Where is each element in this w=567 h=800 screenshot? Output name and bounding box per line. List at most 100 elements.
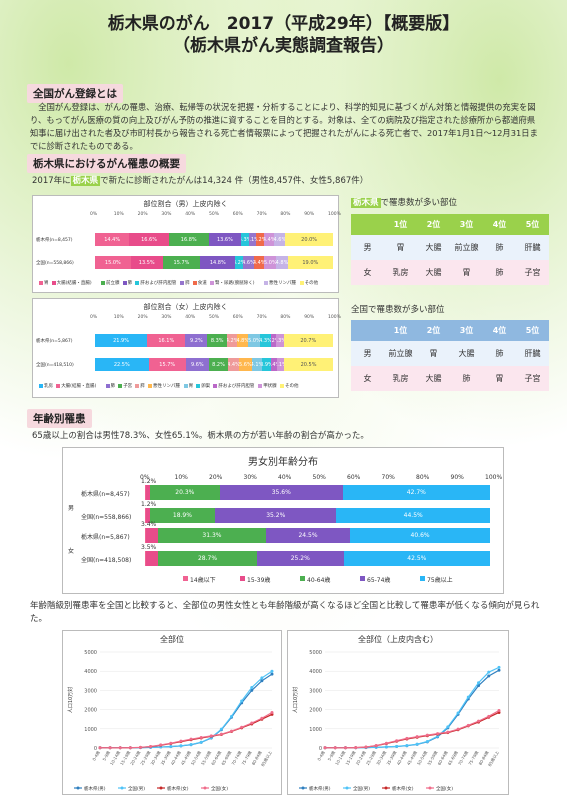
rank-tochigi-pref: 栃木県 <box>351 198 381 208</box>
line-chart-point <box>189 737 193 741</box>
section-heading-registry: 全国がん登録とは <box>27 84 123 103</box>
age-bar-segment <box>145 485 150 500</box>
line-chart-point <box>250 721 254 725</box>
age-bar-segment: 35.6% <box>219 485 343 500</box>
section-heading-overview: 栃木県におけるがん罹患の概要 <box>27 154 186 173</box>
age-bar-segment: 42.7% <box>342 485 490 500</box>
site-axis-tick: 10% <box>113 212 124 217</box>
line-legend-marker <box>120 786 124 790</box>
site-axis-tick: 10% <box>113 315 124 320</box>
site-bar-segment: 13.6% <box>208 233 242 246</box>
site-legend-swatch <box>122 281 127 285</box>
age-legend-label: 40-64歳 <box>307 577 331 584</box>
line-chart-point <box>456 727 460 731</box>
line-chart-point <box>270 669 274 673</box>
line-chart-ytick: 4000 <box>309 669 322 675</box>
site-bar-segment: 3.2% <box>256 233 264 246</box>
site-bar: 22.5%15.7%9.6%8.2%4.4%5.6%4.1%3.9%2.4%3.… <box>95 358 333 371</box>
site-axis-tick: 20% <box>137 212 148 217</box>
line-chart-point <box>374 744 378 748</box>
rank-national-title: 全国で罹患数が多い部位 <box>351 305 445 315</box>
line-chart-point <box>446 730 450 734</box>
age-bar-segment: 44.5% <box>336 508 490 523</box>
age-legend-swatch <box>420 576 425 581</box>
site-bar-segment: 13.5% <box>130 256 163 269</box>
site-legend-label: 肝および肝内胆管 <box>218 384 255 389</box>
line-chart-point <box>270 710 274 714</box>
site-legend-swatch <box>148 384 152 388</box>
age-legend-label: 14歳以下 <box>190 577 216 584</box>
line-chart-frame <box>287 630 509 795</box>
age-chart-title: 男女別年齢分布 <box>248 457 318 468</box>
site-bar-segment: 4.4% <box>253 256 265 269</box>
site-legend-label: 子宮 <box>123 384 133 389</box>
age-axis-tick: 30% <box>243 474 257 481</box>
site-legend-label: 卵巣 <box>201 384 211 389</box>
line-chart-point <box>436 734 440 738</box>
age-bar-segment: 42.5% <box>343 551 490 566</box>
site-axis-tick: 30% <box>161 315 172 320</box>
site-bar-segment: 5.6% <box>238 358 253 371</box>
line-chart-point <box>240 725 244 729</box>
age-bar-segment: 24.5% <box>265 528 351 543</box>
site-bar-segment: 15.7% <box>148 358 186 371</box>
line-chart-point <box>446 725 450 729</box>
page-subtitle: （栃木県がん実態調査報告） <box>173 36 394 56</box>
site-bar-segment: 4.8% <box>276 256 288 269</box>
age-bar-segment: 40.6% <box>350 528 490 543</box>
site-axis-tick: 20% <box>137 315 148 320</box>
line-legend-marker <box>428 786 432 790</box>
age-small-label: 3.5% <box>141 544 157 551</box>
rank-national-table: 1位 2位 3位 4位 5位 男前立腺胃大腸肺肝臓 女乳房 大腸肺胃子宮 <box>351 320 549 391</box>
lead-suffix: で新たに診断されたがんは14,324 件（男性8,457件、女性5,867件） <box>100 176 369 186</box>
age-bar-segment: 18.9% <box>149 508 216 523</box>
site-legend-swatch <box>39 384 43 388</box>
site-legend-label: 肺 <box>110 384 116 389</box>
site-bar-segment: 4.3% <box>260 334 271 347</box>
site-bar-segment: 9.6% <box>185 358 209 371</box>
line-chart-point <box>169 745 173 749</box>
site-legend-label: 膵 <box>140 384 145 389</box>
site-axis-tick: 100% <box>328 315 341 320</box>
site-legend-swatch <box>118 384 123 388</box>
line-legend-label: 栃木県(男) <box>84 785 106 792</box>
line-chart-point <box>354 746 358 750</box>
line-chart-ytick: 2000 <box>84 708 97 714</box>
age-bar: 31.3% 24.5% 40.6% <box>145 528 490 543</box>
line-chart-point <box>425 739 429 743</box>
age-legend-swatch <box>240 576 245 581</box>
age-group-sex: 男 <box>68 505 75 512</box>
male-panel-title: 部位割合（男）上皮内除く <box>143 200 228 208</box>
site-bar-segment: 22.5% <box>95 358 149 371</box>
site-bar-segment: 16.8% <box>168 233 209 246</box>
age-axis-tick: 100% <box>485 474 503 481</box>
site-bar-segment: 4.8% <box>237 334 249 347</box>
line-chart-point <box>260 716 264 720</box>
age-row-label: 栃木県(n=8,457) <box>81 491 130 498</box>
line-chart-point <box>199 740 203 744</box>
site-legend-swatch <box>192 281 197 285</box>
line-chart-point <box>219 732 223 736</box>
age-bar: 28.7% 25.2% 42.5% <box>145 551 490 566</box>
line-chart-point <box>118 746 122 750</box>
site-legend-swatch <box>264 281 268 285</box>
line-chart-point <box>497 709 501 713</box>
site-axis-tick: 100% <box>328 212 341 217</box>
age-axis-tick: 50% <box>312 474 326 481</box>
line-chart-xtick: 0-4歳 <box>90 750 100 762</box>
line-chart-all-sites-incl-insitu: 全部位（上皮内含む） 人口10万対 0 1000 2000 3000 4000 5000 0-4… <box>287 630 509 795</box>
age-small-label: 1.2% <box>141 501 157 508</box>
line-chart-point <box>487 714 491 718</box>
site-legend-label: 肝および肝内胆管 <box>140 281 177 286</box>
site-bar-segment: 5.0% <box>264 256 277 269</box>
age-legend-label: 15-39歳 <box>247 577 271 584</box>
site-legend-label: 大腸(結腸・直腸) <box>61 384 97 389</box>
age-bar-segment <box>145 508 150 523</box>
line-chart-ylabel: 人口10万対 <box>292 687 299 713</box>
age-bar: 20.3% 35.6% 42.7% <box>145 485 490 500</box>
line-chart-ytick: 4000 <box>84 669 97 675</box>
incidence-rate-lead: 年齢階級別罹患率を全国と比較すると、全部位の男性女性とも年齢階級が高くなるほど全… <box>30 601 540 624</box>
line-chart-point <box>108 746 112 750</box>
site-bar-segment: 4.6% <box>243 256 254 269</box>
line-chart-xtick: 0-4歳 <box>315 750 325 762</box>
